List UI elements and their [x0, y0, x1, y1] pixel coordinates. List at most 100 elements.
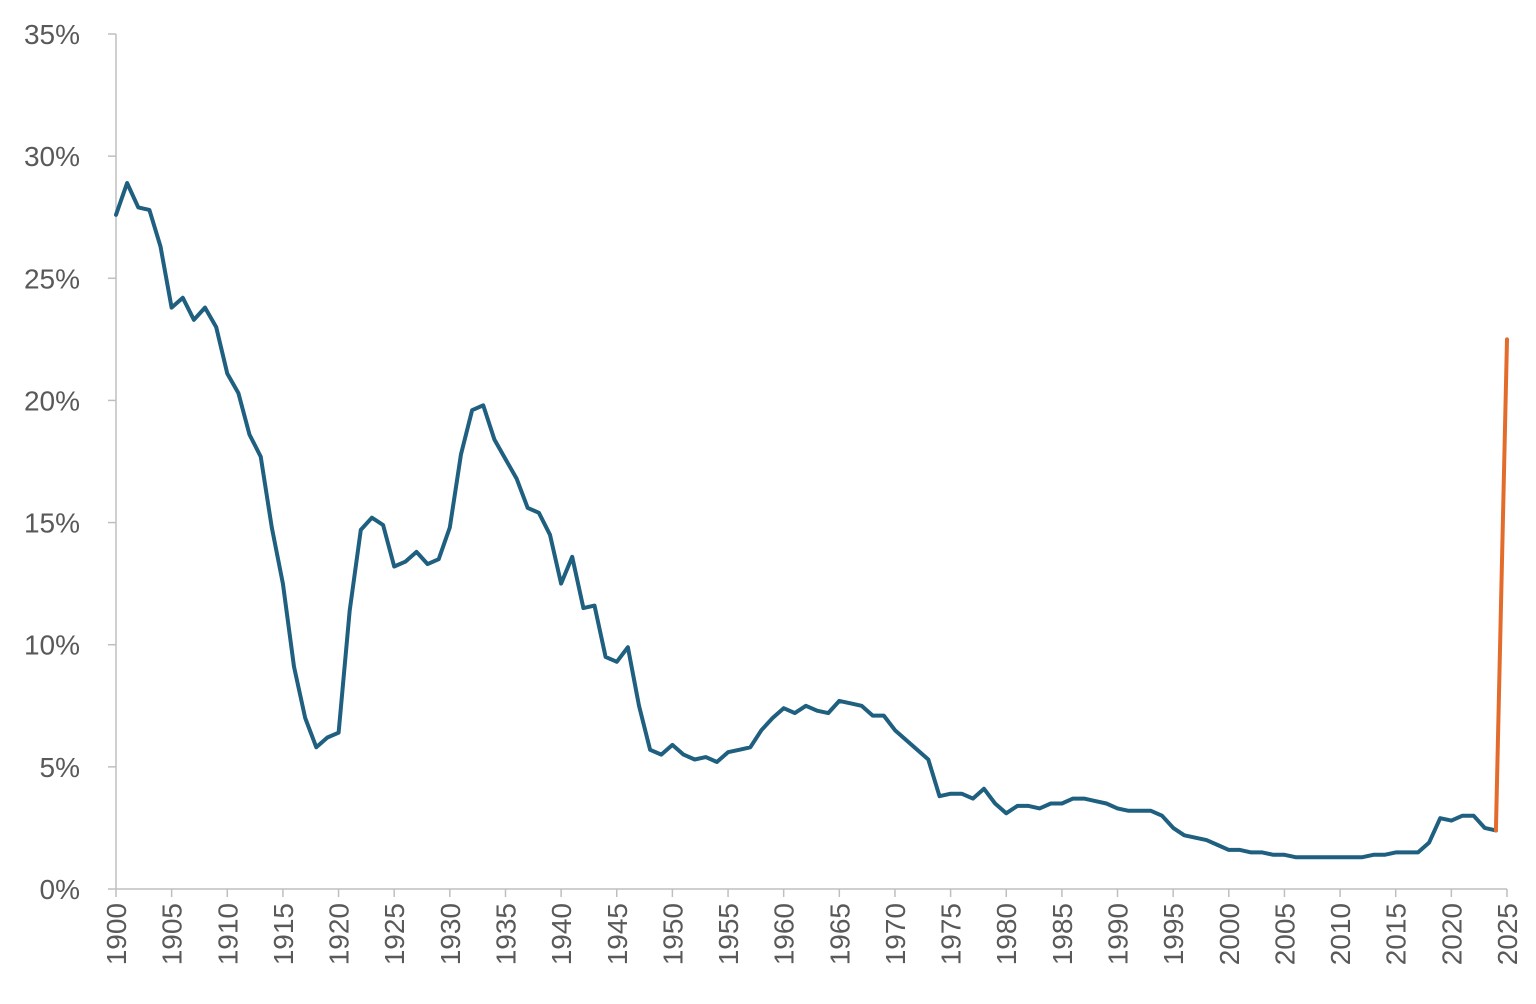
- series-line-1: [114, 181, 1498, 860]
- series-line-2: [1493, 337, 1509, 833]
- data-point: [270, 525, 274, 530]
- data-point: [1171, 826, 1175, 830]
- data-point: [1082, 797, 1086, 801]
- data-point: [1238, 848, 1242, 852]
- data-point: [1294, 855, 1298, 859]
- data-point: [837, 699, 841, 703]
- data-point: [670, 743, 675, 747]
- x-tick-label: 1920: [324, 903, 355, 965]
- data-point: [1505, 337, 1509, 341]
- data-point: [782, 706, 786, 710]
- data-point: [1316, 855, 1320, 859]
- x-tick-label: 2015: [1381, 903, 1412, 965]
- data-point: [1438, 816, 1442, 820]
- data-point: [526, 506, 530, 510]
- data-point: [337, 731, 341, 735]
- data-point: [503, 457, 508, 461]
- y-tick-label: 15%: [24, 508, 80, 539]
- data-point: [993, 801, 997, 806]
- data-point: [604, 655, 608, 659]
- x-tick-label: 1970: [880, 903, 911, 965]
- data-point: [481, 403, 485, 407]
- data-point: [1460, 814, 1465, 818]
- data-point: [681, 753, 686, 757]
- data-point: [1427, 841, 1431, 845]
- data-point: [804, 704, 808, 708]
- data-point: [414, 550, 419, 554]
- x-tick-label: 1975: [936, 903, 967, 965]
- data-point: [1049, 801, 1053, 806]
- y-tick-label: 10%: [24, 630, 80, 661]
- data-point: [581, 606, 586, 610]
- data-point: [314, 745, 318, 749]
- data-point: [737, 748, 741, 752]
- data-point: [392, 564, 396, 569]
- data-point: [1160, 814, 1164, 818]
- data-point: [982, 787, 986, 791]
- data-point: [170, 306, 174, 310]
- data-point: [1405, 850, 1409, 855]
- data-point: [726, 750, 730, 754]
- data-point: [359, 528, 363, 532]
- data-point: [147, 208, 151, 212]
- data-point: [1115, 806, 1120, 811]
- data-point: [459, 452, 463, 456]
- data-point: [1416, 850, 1420, 855]
- data-point: [637, 704, 641, 708]
- data-point: [225, 372, 229, 376]
- data-point: [715, 760, 719, 764]
- y-tick-label: 25%: [24, 263, 80, 294]
- data-point: [1127, 809, 1131, 813]
- data-point: [893, 728, 897, 732]
- data-point: [259, 455, 263, 459]
- data-point: [615, 660, 619, 664]
- data-point: [515, 477, 519, 481]
- data-point: [559, 582, 563, 586]
- data-point: [470, 408, 474, 412]
- data-point: [1249, 850, 1253, 855]
- x-tick-label: 1950: [657, 903, 688, 965]
- data-point: [1216, 843, 1220, 847]
- x-tick-label: 2005: [1269, 903, 1300, 965]
- data-point: [1004, 811, 1008, 815]
- data-point: [348, 608, 352, 613]
- data-point: [292, 665, 296, 669]
- data-point: [1449, 819, 1453, 823]
- x-tick-label: 2000: [1214, 903, 1245, 965]
- data-point: [926, 757, 930, 762]
- data-point: [448, 525, 452, 530]
- data-point: [203, 306, 207, 310]
- x-tick-label: 1995: [1158, 903, 1189, 965]
- data-point: [426, 562, 430, 566]
- data-point: [937, 794, 942, 798]
- plot-area: [114, 181, 1509, 860]
- data-point: [693, 757, 697, 762]
- data-point: [1305, 855, 1309, 859]
- data-point: [759, 728, 764, 732]
- data-point: [1371, 853, 1376, 857]
- data-point: [592, 604, 597, 608]
- data-point: [381, 523, 385, 527]
- data-point: [214, 325, 218, 329]
- data-point: [1149, 809, 1153, 813]
- data-point: [1204, 838, 1209, 842]
- data-point: [848, 701, 853, 705]
- y-tick-label: 5%: [40, 752, 80, 783]
- data-point: [871, 714, 875, 718]
- data-point: [971, 797, 975, 801]
- data-point: [570, 555, 574, 559]
- data-point: [437, 557, 441, 561]
- data-point: [548, 533, 552, 537]
- data-point: [303, 716, 307, 720]
- data-point: [626, 645, 630, 649]
- data-point: [1394, 850, 1398, 855]
- data-point: [1349, 855, 1353, 859]
- y-tick-label: 0%: [40, 874, 80, 905]
- data-point: [1260, 850, 1264, 855]
- data-point: [1360, 855, 1364, 859]
- data-point: [158, 244, 163, 249]
- data-point: [1338, 855, 1342, 859]
- data-point: [1472, 814, 1476, 818]
- data-point: [181, 296, 185, 300]
